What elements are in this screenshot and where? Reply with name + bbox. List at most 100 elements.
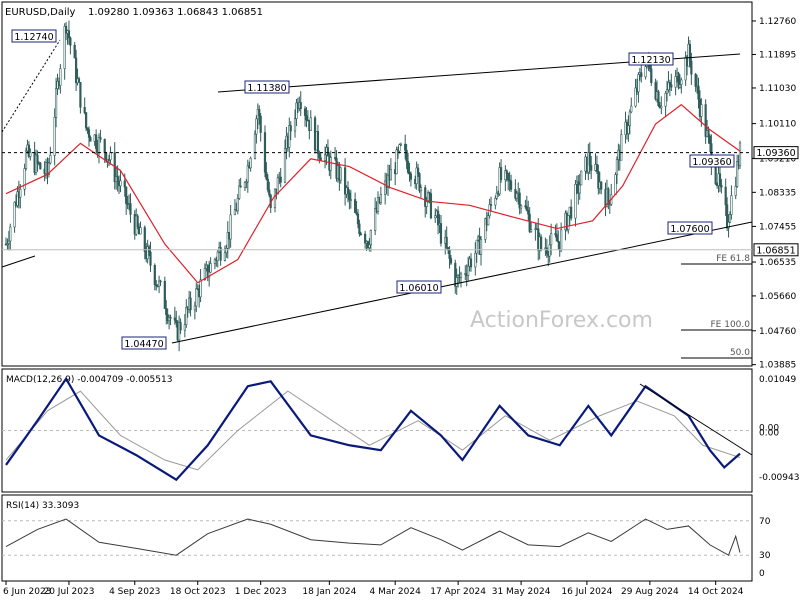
price-y-tick-label: 1.12760 bbox=[759, 17, 796, 27]
candle-body bbox=[425, 201, 428, 207]
macd-y-tick-label: -0.009435 bbox=[759, 473, 800, 483]
candle-body bbox=[245, 181, 248, 184]
candle-body bbox=[329, 157, 332, 171]
candle-body bbox=[238, 185, 241, 199]
fe-level-label: FE 100.0 bbox=[711, 320, 751, 330]
price-label: 1.04470 bbox=[124, 339, 163, 350]
candle-body bbox=[34, 154, 38, 173]
candle-body bbox=[459, 273, 463, 278]
x-tick-label: 4 Mar 2024 bbox=[370, 587, 422, 597]
candle-body bbox=[449, 258, 453, 264]
candle-body bbox=[708, 135, 712, 144]
candle-body bbox=[448, 249, 451, 259]
candle-body bbox=[213, 259, 216, 264]
candle-body bbox=[454, 262, 457, 287]
candle-body bbox=[524, 205, 527, 208]
price-y-tick-label: 1.07455 bbox=[759, 222, 796, 232]
price-y-tick-label: 1.06535 bbox=[759, 258, 796, 268]
candle-body bbox=[233, 209, 237, 216]
candle-body bbox=[326, 147, 330, 157]
candle-body bbox=[169, 317, 172, 319]
candle-body bbox=[348, 192, 351, 201]
candle-body bbox=[627, 125, 630, 134]
rsi-y-tick-label: 0 bbox=[759, 569, 765, 579]
candle-body bbox=[640, 72, 643, 78]
candle-body bbox=[684, 56, 687, 81]
candle-body bbox=[87, 129, 91, 138]
candle-body bbox=[498, 167, 501, 195]
candle-body bbox=[64, 26, 68, 34]
x-tick-label: 14 Oct 2024 bbox=[688, 587, 744, 597]
candle-body bbox=[299, 102, 302, 110]
candle-body bbox=[439, 223, 443, 244]
candle-body bbox=[263, 132, 267, 173]
fe-level-label: FE 61.8 bbox=[716, 254, 750, 264]
price-label-box bbox=[396, 280, 442, 294]
candle-body bbox=[149, 251, 152, 266]
candle-body bbox=[318, 153, 321, 159]
price-label-box bbox=[689, 154, 735, 168]
price-label-box bbox=[11, 29, 57, 43]
candle-body bbox=[165, 308, 168, 315]
x-tick-label: 31 May 2024 bbox=[492, 587, 551, 597]
watermark: ActionForex.com bbox=[470, 308, 653, 333]
price-label: 1.06010 bbox=[399, 283, 438, 294]
candle-body bbox=[554, 233, 557, 236]
candle-body bbox=[178, 322, 181, 341]
candle-body bbox=[600, 181, 603, 190]
candle-body bbox=[125, 186, 128, 204]
candle-body bbox=[680, 79, 683, 85]
candle-body bbox=[225, 248, 228, 254]
candle-body bbox=[720, 184, 723, 188]
candle-body bbox=[189, 297, 192, 311]
candle-body bbox=[597, 171, 600, 189]
candle-body bbox=[79, 81, 82, 108]
candle-body bbox=[69, 37, 72, 46]
candle-body bbox=[628, 111, 631, 126]
x-tick-label: 20 Jul 2023 bbox=[43, 587, 94, 597]
candle-body bbox=[660, 105, 663, 109]
candle-body bbox=[437, 210, 440, 226]
moving-average-line bbox=[5, 103, 741, 284]
candle-body bbox=[173, 317, 176, 321]
candle-body bbox=[399, 143, 403, 146]
candle-body bbox=[487, 215, 490, 226]
candle-body bbox=[99, 136, 102, 140]
lower-trendline bbox=[171, 221, 753, 344]
candle-body bbox=[203, 268, 206, 281]
candle-body bbox=[36, 154, 39, 164]
candle-body bbox=[405, 149, 408, 162]
candle-body bbox=[295, 102, 298, 119]
price-label-box bbox=[628, 52, 674, 66]
candle-body bbox=[445, 236, 448, 248]
candle-body bbox=[53, 116, 56, 156]
x-tick-label: 16 Jul 2024 bbox=[561, 587, 612, 597]
candle-body bbox=[283, 148, 287, 183]
candle-body bbox=[195, 288, 198, 307]
candle-body bbox=[89, 137, 92, 142]
candle-body bbox=[29, 152, 32, 157]
candle-body bbox=[424, 187, 427, 207]
candle-body bbox=[736, 161, 739, 187]
rsi-line bbox=[5, 518, 741, 556]
candle-body bbox=[518, 192, 521, 209]
candle-body bbox=[574, 183, 577, 219]
candle-body bbox=[6, 243, 9, 245]
candle-body bbox=[54, 88, 58, 118]
candle-body bbox=[730, 195, 733, 215]
candle-body bbox=[545, 247, 548, 255]
x-tick-label: 18 Oct 2023 bbox=[170, 587, 226, 597]
candle-body bbox=[288, 125, 291, 148]
candle-body bbox=[418, 173, 421, 192]
candle-body bbox=[67, 30, 71, 39]
candle-body bbox=[726, 204, 729, 229]
candle-body bbox=[185, 307, 188, 326]
candle-body bbox=[567, 215, 570, 231]
candle-body bbox=[209, 263, 212, 273]
candle-body bbox=[406, 160, 410, 173]
candle-body bbox=[540, 236, 543, 250]
candle-body bbox=[588, 152, 591, 166]
candle-body bbox=[578, 184, 581, 194]
candle-body bbox=[368, 244, 371, 248]
candle-body bbox=[293, 118, 297, 132]
